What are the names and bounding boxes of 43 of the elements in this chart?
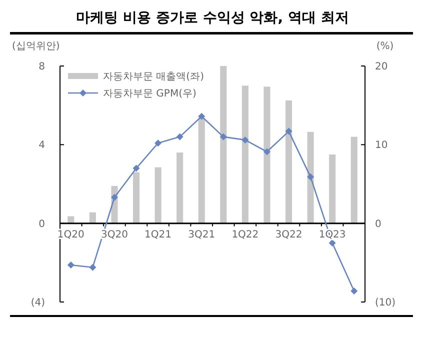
y2-tick-label: (10)	[375, 298, 396, 308]
chart-title: 마케팅 비용 증가로 수익성 악화, 역대 최저	[76, 10, 349, 26]
point	[307, 173, 314, 180]
bar	[176, 152, 184, 224]
point	[176, 133, 184, 140]
y2-tick-label: 0	[375, 218, 382, 230]
bar	[350, 136, 358, 224]
bar	[307, 132, 314, 224]
bar	[242, 86, 248, 224]
y2-tick-label: 20	[375, 62, 388, 72]
y-tick-label: 8	[38, 62, 45, 72]
point	[132, 164, 140, 172]
y2-axis-title: (%)	[376, 41, 394, 52]
bar	[220, 66, 227, 224]
point	[285, 128, 292, 135]
bar	[264, 86, 270, 224]
bar	[132, 172, 140, 224]
bar	[329, 154, 336, 224]
point	[110, 194, 118, 201]
x-tick-label: 1Q22	[232, 229, 259, 240]
point	[198, 112, 206, 120]
x-tick-label: 3Q21	[188, 229, 216, 240]
point	[350, 287, 358, 294]
x-tick-label: 1Q21	[144, 229, 172, 240]
y2-tick-label: 10	[375, 140, 388, 152]
y-tick-label: 0	[38, 218, 45, 230]
legend-label: 자동차부문 GPM(우)	[103, 88, 196, 100]
point	[220, 133, 227, 140]
y-tick-label: (4)	[30, 298, 46, 308]
point	[242, 136, 249, 144]
bar	[89, 212, 96, 224]
x-tick-label: 3Q22	[275, 229, 302, 240]
point	[263, 148, 270, 156]
point	[67, 262, 74, 269]
bar	[198, 118, 205, 224]
legend-label: 자동차부문 매출액(좌)	[103, 72, 204, 82]
bar	[285, 100, 292, 224]
point	[89, 264, 96, 271]
y-tick-label: 4	[38, 140, 45, 152]
bar	[154, 167, 162, 224]
point	[328, 240, 336, 246]
y-axis-title: (십억위안)	[12, 41, 60, 52]
point	[154, 140, 162, 147]
